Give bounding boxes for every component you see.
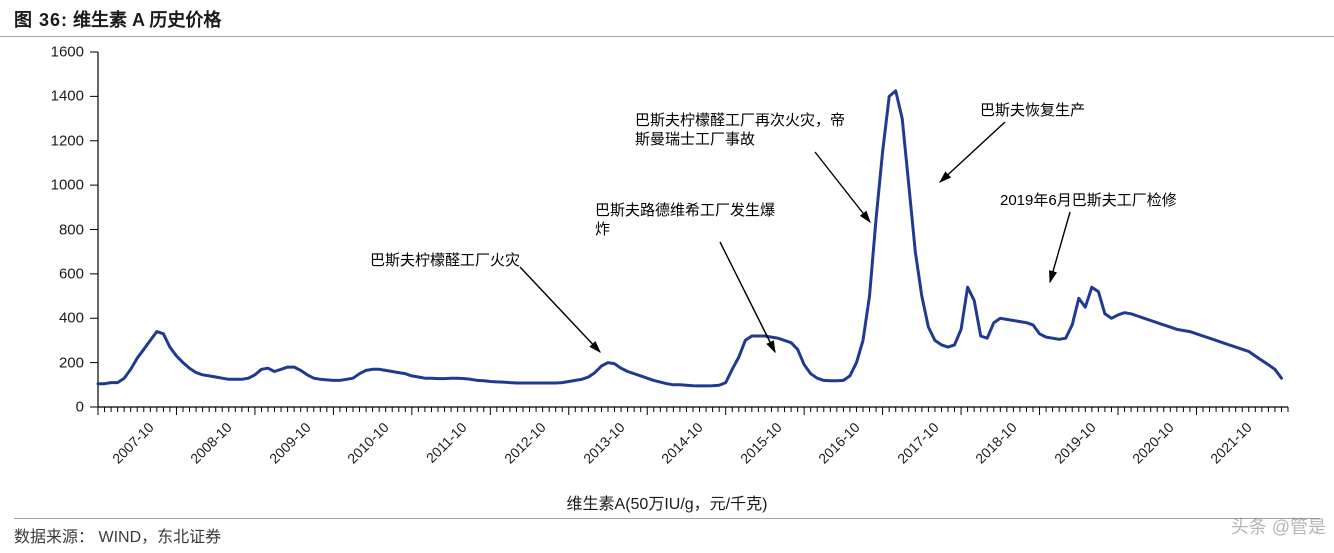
figure-number: 图 36:: [14, 10, 68, 30]
annotation-text: 巴斯夫恢复生产: [980, 102, 1085, 121]
y-tick-label: 1200: [44, 132, 84, 149]
x-tick-label: 2014-10: [658, 419, 706, 467]
x-tick-label: 2017-10: [894, 419, 942, 467]
chart-plot-area: 020040060080010001200140016002007-102008…: [40, 52, 1294, 422]
x-tick-label: 2013-10: [580, 419, 628, 467]
x-tick-label: 2007-10: [109, 419, 157, 467]
annotation-text: 2019年6月巴斯夫工厂检修: [1000, 192, 1177, 211]
source-text: WIND，东北证券: [98, 529, 221, 546]
source-label: 数据来源：: [14, 529, 94, 546]
x-tick-label: 2009-10: [266, 419, 314, 467]
x-tick-label: 2008-10: [188, 419, 236, 467]
y-tick-label: 800: [44, 221, 84, 238]
annotation-text: 巴斯夫路德维希工厂发生爆炸: [595, 202, 775, 240]
annotation-text: 巴斯夫柠檬醛工厂火灾: [370, 252, 520, 271]
x-tick-label: 2016-10: [815, 419, 863, 467]
series-label: 维生素A(50万IU/g，元/千克): [40, 490, 1294, 514]
y-tick-label: 1600: [44, 44, 84, 61]
y-tick-label: 400: [44, 310, 84, 327]
x-tick-label: 2015-10: [737, 419, 785, 467]
y-tick-label: 1400: [44, 88, 84, 105]
source-row: 数据来源： WIND，东北证券: [14, 518, 1320, 547]
y-tick-label: 0: [44, 399, 84, 416]
chart-outer: 020040060080010001200140016002007-102008…: [40, 52, 1294, 498]
watermark: 头条 @管是: [1231, 513, 1326, 539]
y-tick-label: 600: [44, 265, 84, 282]
x-tick-label: 2011-10: [423, 419, 470, 466]
x-tick-label: 2019-10: [1051, 419, 1099, 467]
x-tick-label: 2021-10: [1208, 419, 1256, 467]
figure-title-row: 图 36: 维生素 A 历史价格: [0, 0, 1334, 37]
x-tick-label: 2010-10: [344, 419, 392, 467]
annotation-text: 巴斯夫柠檬醛工厂再次火灾，帝斯曼瑞士工厂事故: [635, 112, 845, 150]
figure-container: 图 36: 维生素 A 历史价格 0 200 400 600 800 1000 1200 14…: [0, 0, 1334, 553]
y-tick-label: 1000: [44, 177, 84, 194]
figure-title: 维生素 A 历史价格: [73, 10, 221, 30]
x-tick-label: 2018-10: [972, 419, 1020, 467]
x-tick-label: 2012-10: [501, 419, 549, 467]
y-tick-label: 200: [44, 354, 84, 371]
x-tick-label: 2020-10: [1129, 419, 1177, 467]
